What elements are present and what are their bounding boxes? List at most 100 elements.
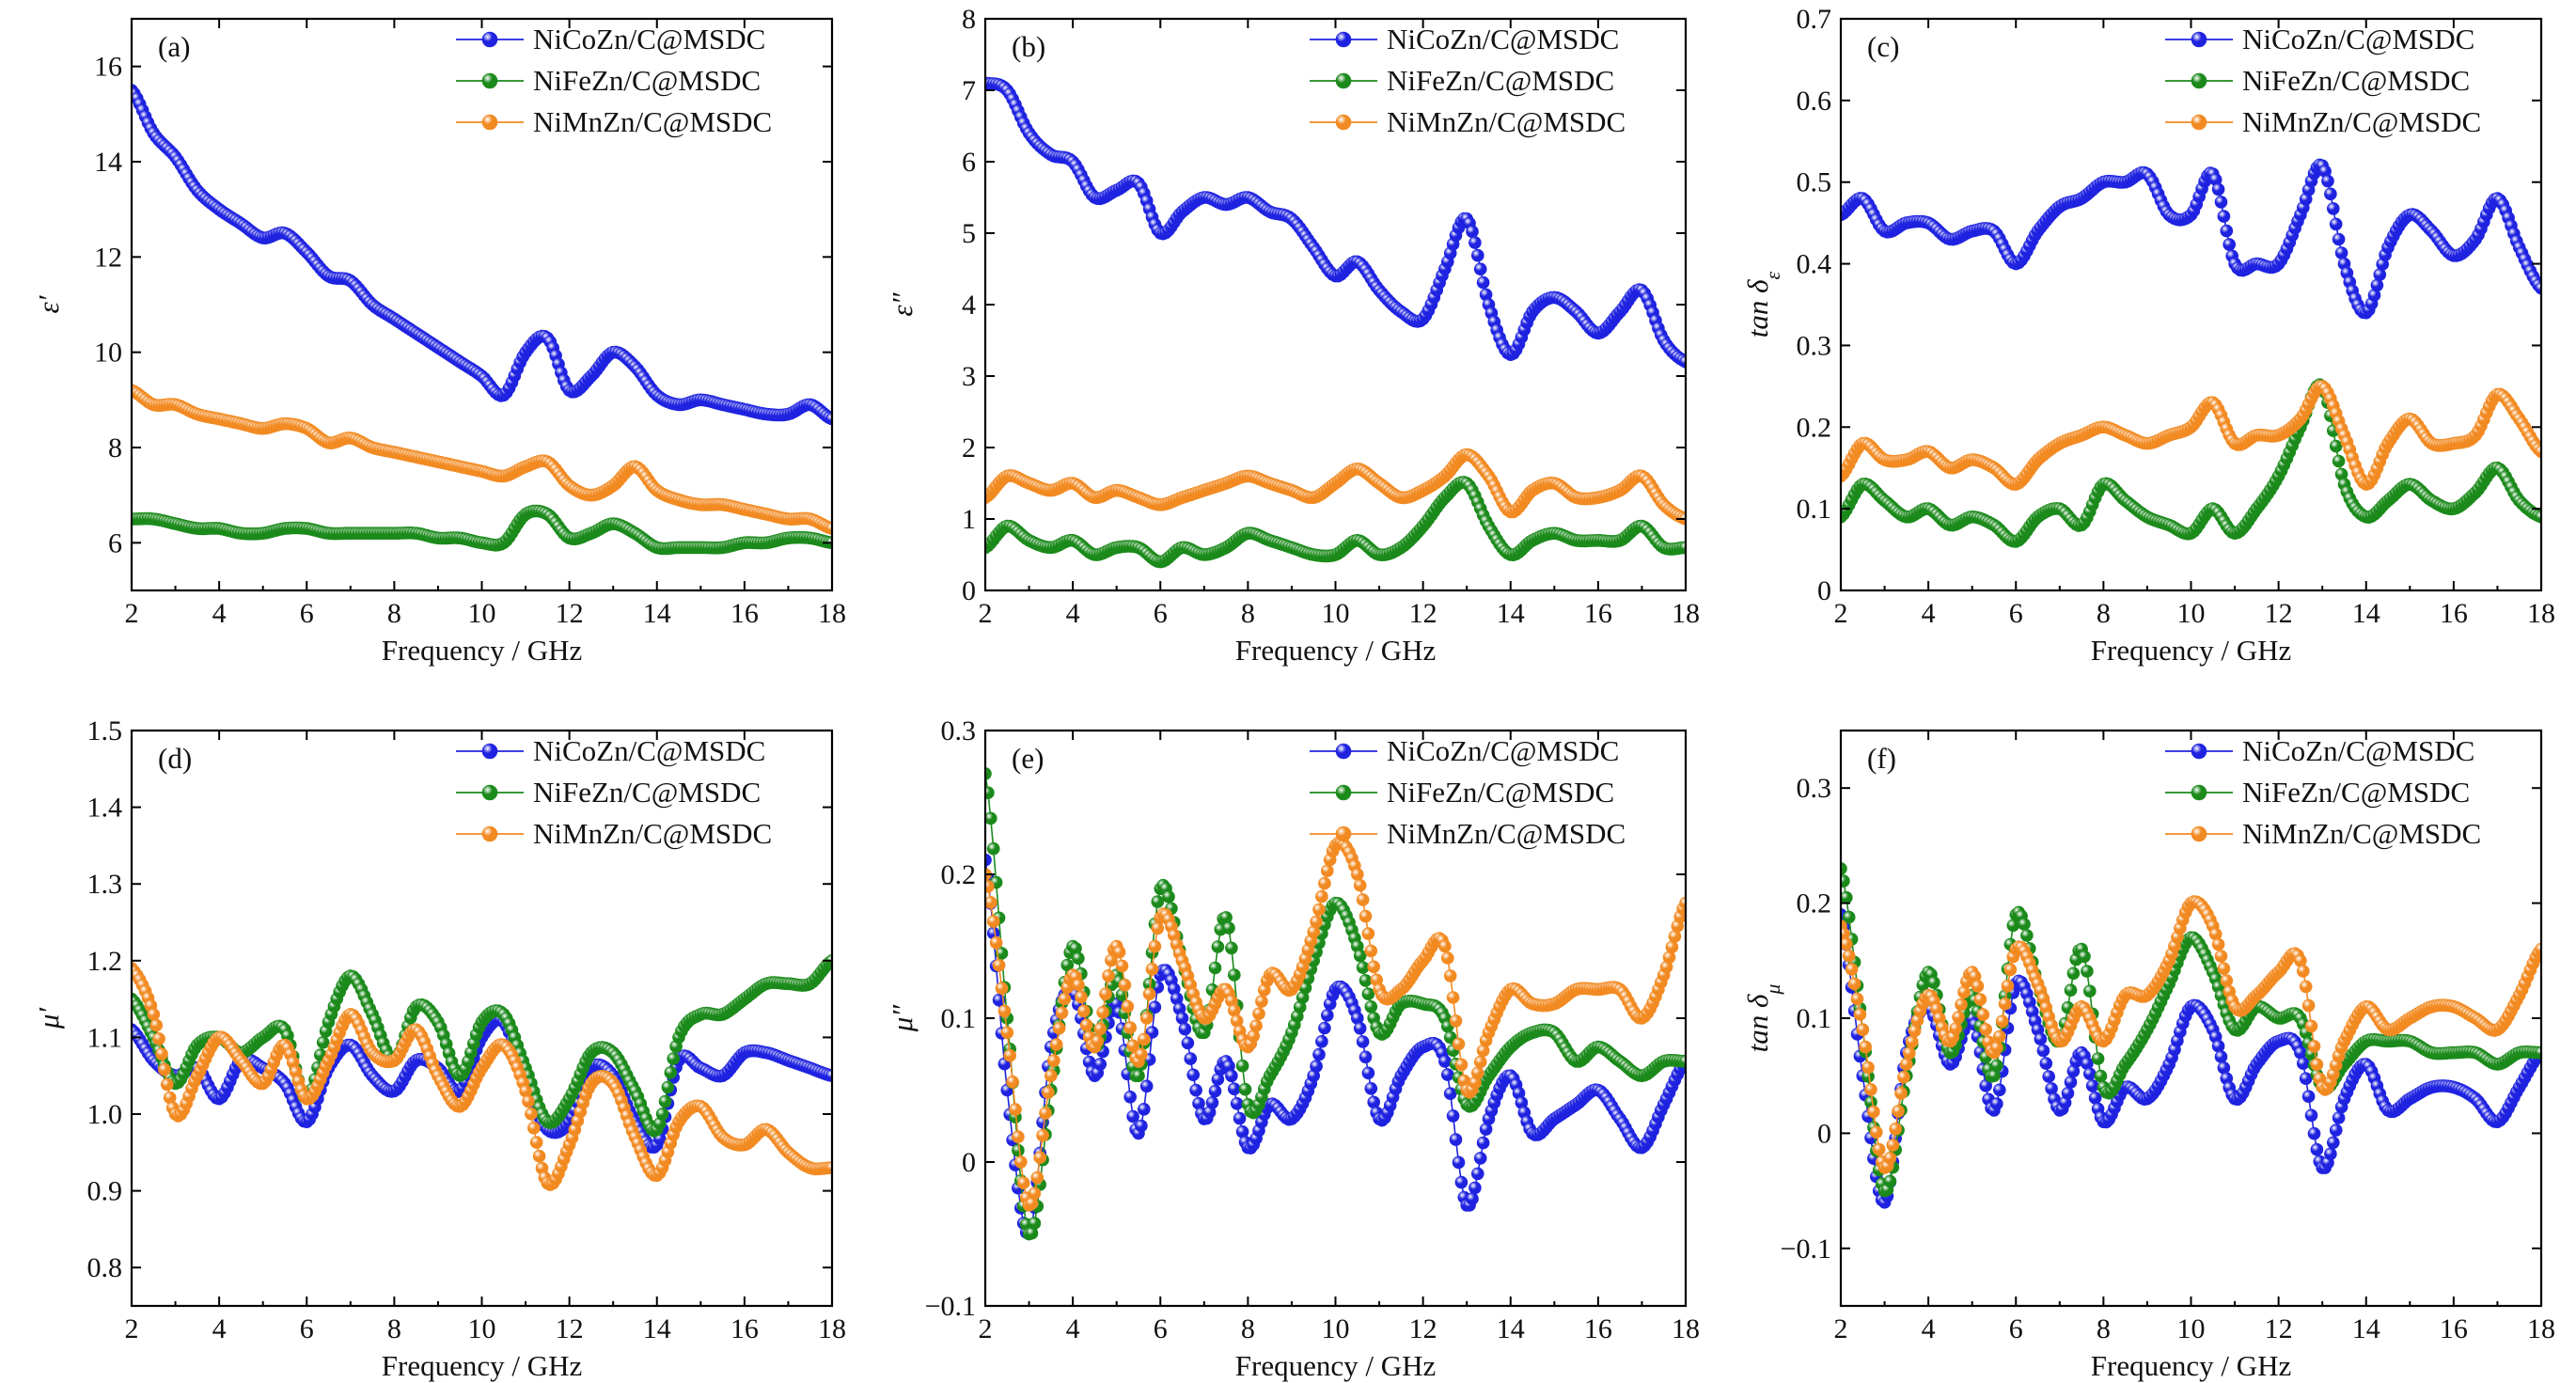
data-point xyxy=(1998,997,2012,1011)
data-point xyxy=(2334,246,2348,259)
data-point xyxy=(1471,1066,1484,1080)
data-point xyxy=(1145,963,1159,976)
data-point xyxy=(989,935,1003,950)
legend-label: NiCoZn/C@MSDC xyxy=(2242,23,2474,55)
data-point xyxy=(825,1069,832,1082)
y-tick-label: −0.1 xyxy=(925,1291,976,1322)
data-point xyxy=(1449,1133,1463,1146)
y-tick-label: 1.5 xyxy=(87,715,123,747)
data-point xyxy=(1225,1069,1238,1083)
x-tick-label: 6 xyxy=(1154,1313,1168,1344)
legend-label: NiFeZn/C@MSDC xyxy=(1387,64,1614,97)
x-tick-label: 10 xyxy=(1322,1313,1350,1344)
data-point xyxy=(1679,355,1686,369)
data-point xyxy=(1367,960,1380,974)
data-point xyxy=(1476,1136,1490,1150)
series-b-3 xyxy=(985,448,1686,526)
data-point xyxy=(1859,1040,1872,1054)
data-point xyxy=(2039,1057,2053,1070)
data-point xyxy=(522,1094,535,1108)
legend-label: NiCoZn/C@MSDC xyxy=(533,23,765,55)
panel-label: (c) xyxy=(1867,30,1899,63)
data-point xyxy=(2304,1019,2318,1033)
data-point xyxy=(1976,1008,1990,1021)
data-point xyxy=(1471,1167,1484,1181)
data-point xyxy=(1312,903,1326,917)
data-point xyxy=(152,1032,165,1045)
y-tick-label: 12 xyxy=(94,242,122,273)
data-point xyxy=(1842,910,1856,924)
x-tick-label: 2 xyxy=(125,1313,139,1344)
data-point xyxy=(1225,941,1238,955)
data-point xyxy=(1208,1084,1222,1098)
data-point xyxy=(1112,945,1126,959)
data-point xyxy=(1099,987,1112,1000)
data-point xyxy=(1841,890,1853,904)
legend-label: NiMnZn/C@MSDC xyxy=(533,105,772,138)
y-axis-title-main: μ″ xyxy=(886,1004,919,1033)
legend-label: NiFeZn/C@MSDC xyxy=(1387,776,1614,809)
x-tick-label: 4 xyxy=(1066,1313,1080,1344)
data-point xyxy=(1121,999,1135,1014)
data-point xyxy=(1255,995,1268,1008)
y-tick-label: 1.0 xyxy=(87,1099,123,1130)
y-axis-title: ε′ xyxy=(32,294,65,313)
data-point xyxy=(2301,998,2316,1013)
panel-c: 2 4 6 8 10 12 14 16 1800.10.20.30.40.50.60.7Freq… xyxy=(1741,4,2555,667)
data-point xyxy=(1012,1143,1025,1157)
series-a-2 xyxy=(132,504,832,556)
data-point xyxy=(1058,992,1072,1006)
data-point xyxy=(2220,974,2234,987)
data-point xyxy=(2535,511,2541,524)
x-axis-title: Frequency / GHz xyxy=(382,634,583,667)
data-point xyxy=(1842,949,1856,963)
x-tick-label: 4 xyxy=(1922,598,1936,629)
data-point xyxy=(985,767,992,780)
data-point xyxy=(2324,1147,2337,1161)
series-c-3 xyxy=(1841,380,2541,491)
data-point xyxy=(1995,1014,2009,1029)
x-tick-label: 12 xyxy=(1409,1313,1437,1344)
series-a-1 xyxy=(132,84,832,426)
data-point xyxy=(667,1052,681,1065)
data-point xyxy=(1353,1022,1367,1035)
data-point xyxy=(1361,987,1375,1000)
data-point xyxy=(2332,232,2346,246)
data-point xyxy=(661,1080,675,1094)
x-tick-label: 2 xyxy=(979,598,993,629)
x-tick-label: 18 xyxy=(818,598,846,629)
data-point xyxy=(1359,1050,1373,1064)
data-point xyxy=(525,1108,538,1121)
y-tick-label: 0 xyxy=(962,1147,976,1178)
data-point xyxy=(986,841,1000,856)
data-point xyxy=(2327,202,2340,215)
legend-label: NiMnZn/C@MSDC xyxy=(1387,817,1626,850)
data-point xyxy=(1126,1039,1139,1053)
data-point xyxy=(1473,1055,1487,1069)
data-point xyxy=(529,1136,543,1149)
data-point xyxy=(1310,1060,1323,1073)
x-tick-label: 16 xyxy=(1584,1313,1612,1344)
data-point xyxy=(997,1004,1012,1018)
data-point xyxy=(2001,979,2015,993)
data-point xyxy=(664,1066,678,1079)
data-point xyxy=(2018,918,2031,931)
data-point xyxy=(1126,1109,1139,1124)
data-point xyxy=(1364,1082,1378,1095)
data-point xyxy=(2299,1072,2313,1085)
legend-label: NiCoZn/C@MSDC xyxy=(1387,23,1619,55)
data-point xyxy=(995,982,1009,995)
data-point xyxy=(2006,919,2020,933)
data-point xyxy=(2214,950,2228,963)
data-point xyxy=(1883,1174,1897,1188)
y-tick-label: 0.2 xyxy=(941,859,977,890)
legend-marker xyxy=(2191,114,2207,131)
data-point xyxy=(658,1094,672,1108)
data-point xyxy=(1135,1047,1148,1061)
x-tick-label: 14 xyxy=(643,598,671,629)
data-point xyxy=(1665,940,1679,954)
